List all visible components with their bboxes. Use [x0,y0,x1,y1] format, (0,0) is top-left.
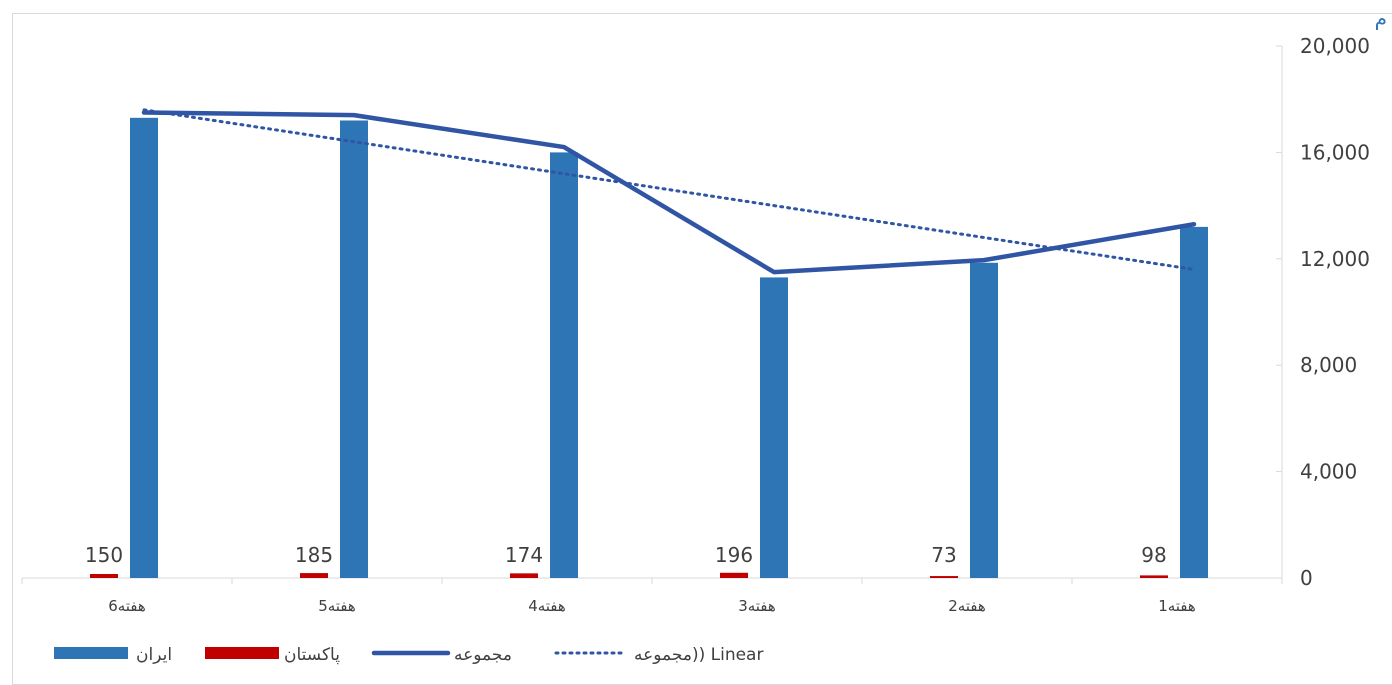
legend: ایران پاکستان مجموعه مجموعه)) Linear [54,645,763,665]
bar-pakistan [720,572,748,578]
legend-label-trend: مجموعه)) Linear [634,645,763,665]
y-tick-label: 4,000 [1300,460,1357,484]
y-tick-label: 8,000 [1300,353,1357,377]
bar-iran [760,277,788,578]
bar-iran [970,262,998,578]
x-category-label: هفته2 [948,597,986,615]
bar-iran [340,120,368,578]
x-category-label: هفته6 [108,597,146,615]
y-tick-label: 20,000 [1300,34,1370,58]
legend-swatch-iran [54,647,128,659]
data-label-pakistan: 98 [1141,543,1166,567]
x-category-label: هفته5 [318,597,356,615]
data-label-pakistan: 150 [85,543,123,567]
x-category-label: هفته3 [738,597,776,615]
bar-pakistan [510,573,538,578]
bar-pakistan [930,576,958,578]
legend-label-iran: ایران [136,645,172,665]
bar-iran [550,152,578,578]
data-label-pakistan: 73 [931,543,956,567]
data-labels: 150 185 174 196 73 98 [85,543,1167,567]
line-trend [142,108,1196,271]
legend-label-pakistan: پاکستان [284,645,340,665]
bar-pakistan [90,574,118,578]
chart-title-fragment: م [1374,6,1387,30]
data-label-pakistan: 174 [505,543,543,567]
data-label-pakistan: 185 [295,543,333,567]
y-tick-label: 12,000 [1300,247,1370,271]
y-tick-label: 0 [1300,566,1313,590]
bar-pakistan [300,573,328,578]
x-axis: هفته6 هفته5 هفته4 هفته3 هفته2 هفته1 [21,577,1283,615]
legend-swatch-pakistan [205,647,279,659]
bar-pakistan [1140,575,1168,578]
x-category-label: هفته1 [1158,597,1196,615]
legend-label-total: مجموعه [454,645,512,665]
y-tick-label: 16,000 [1300,140,1370,164]
bar-series [90,117,1208,578]
bar-iran [130,117,158,578]
y-axis: 0 4,000 8,000 12,000 16,000 20,000 [1276,34,1370,590]
x-category-label: هفته4 [528,597,566,615]
bar-iran [1180,226,1208,578]
line-total [141,110,1197,275]
line-series [141,108,1197,275]
data-label-pakistan: 196 [715,543,753,567]
